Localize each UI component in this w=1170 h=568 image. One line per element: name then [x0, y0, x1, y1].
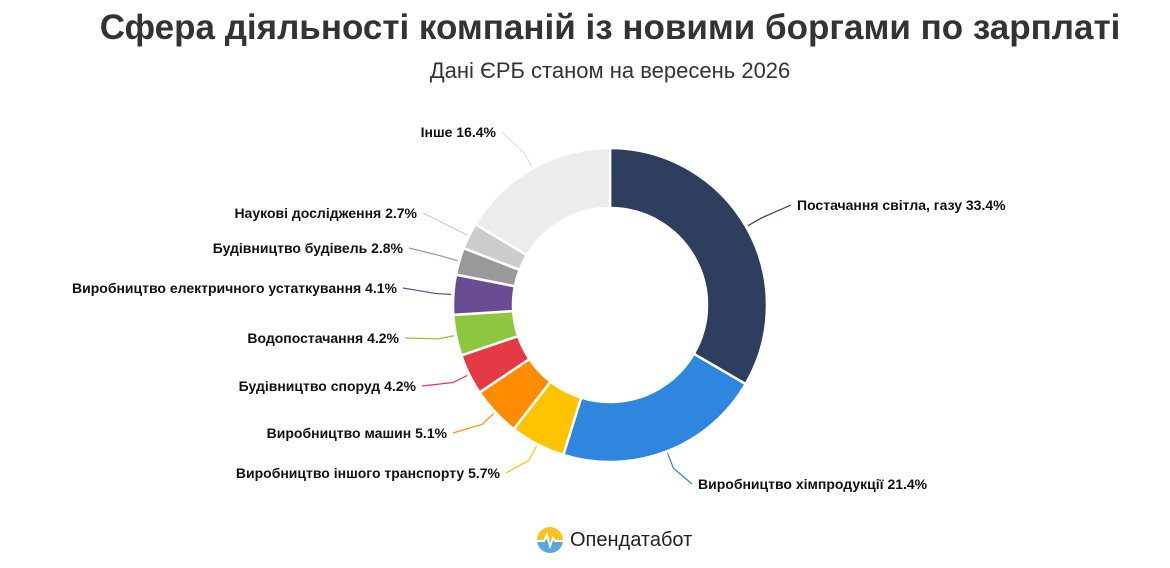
label-будівництво-будівель: Будівництво будівель 2.8% [213, 240, 404, 256]
opendatabot-logo-icon [537, 527, 563, 553]
slice-постачання-світла-газу[interactable] [608, 146, 769, 386]
label-водопостачання: Водопостачання 4.2% [247, 330, 399, 346]
chart-title: Сфера діяльності компаній із новими борг… [99, 8, 1121, 47]
label-будівництво-споруд: Будівництво споруд 4.2% [239, 378, 417, 394]
brand-footer: Опендатабот [536, 526, 692, 554]
connector-виробництво-іншого-транспорту [505, 445, 538, 474]
label-виробництво-іншого-транспорту: Виробництво іншого транспорту 5.7% [236, 465, 501, 481]
connector-постачання-світла-газу [747, 204, 792, 227]
connector-виробництво-хімпродукції [667, 452, 693, 485]
label-наукові-дослідження: Наукові дослідження 2.7% [234, 205, 417, 221]
label-інше: Інше 16.4% [421, 124, 497, 140]
label-виробництво-машин: Виробництво машин 5.1% [267, 425, 448, 441]
connector-будівництво-споруд [421, 374, 468, 387]
label-виробництво-хімпродукції: Виробництво хімпродукції 21.4% [698, 476, 928, 492]
label-виробництво-електричного-устаткування: Виробництво електричного устаткування 4.… [72, 280, 398, 296]
connector-виробництво-електричного-устаткування [402, 287, 452, 296]
label-connectors [402, 131, 792, 485]
connector-будівництво-будівель [408, 247, 458, 262]
label-постачання-світла-газу: Постачання світла, газу 33.4% [797, 197, 1006, 213]
slice-інше[interactable] [474, 146, 612, 257]
chart-slices [451, 146, 769, 464]
slice-labels: Постачання світла, газу 33.4% Виробництво… [72, 124, 1006, 492]
slice-виробництво-хімпродукції[interactable] [562, 352, 747, 464]
connector-водопостачання [404, 335, 455, 340]
connector-інше [501, 131, 533, 167]
connector-наукові-дослідження [422, 212, 468, 236]
brand-name: Опендатабот [570, 528, 693, 551]
connector-виробництво-машин [452, 413, 495, 434]
chart-subtitle: Дані ЄРБ станом на вересень 2026 [429, 58, 791, 83]
